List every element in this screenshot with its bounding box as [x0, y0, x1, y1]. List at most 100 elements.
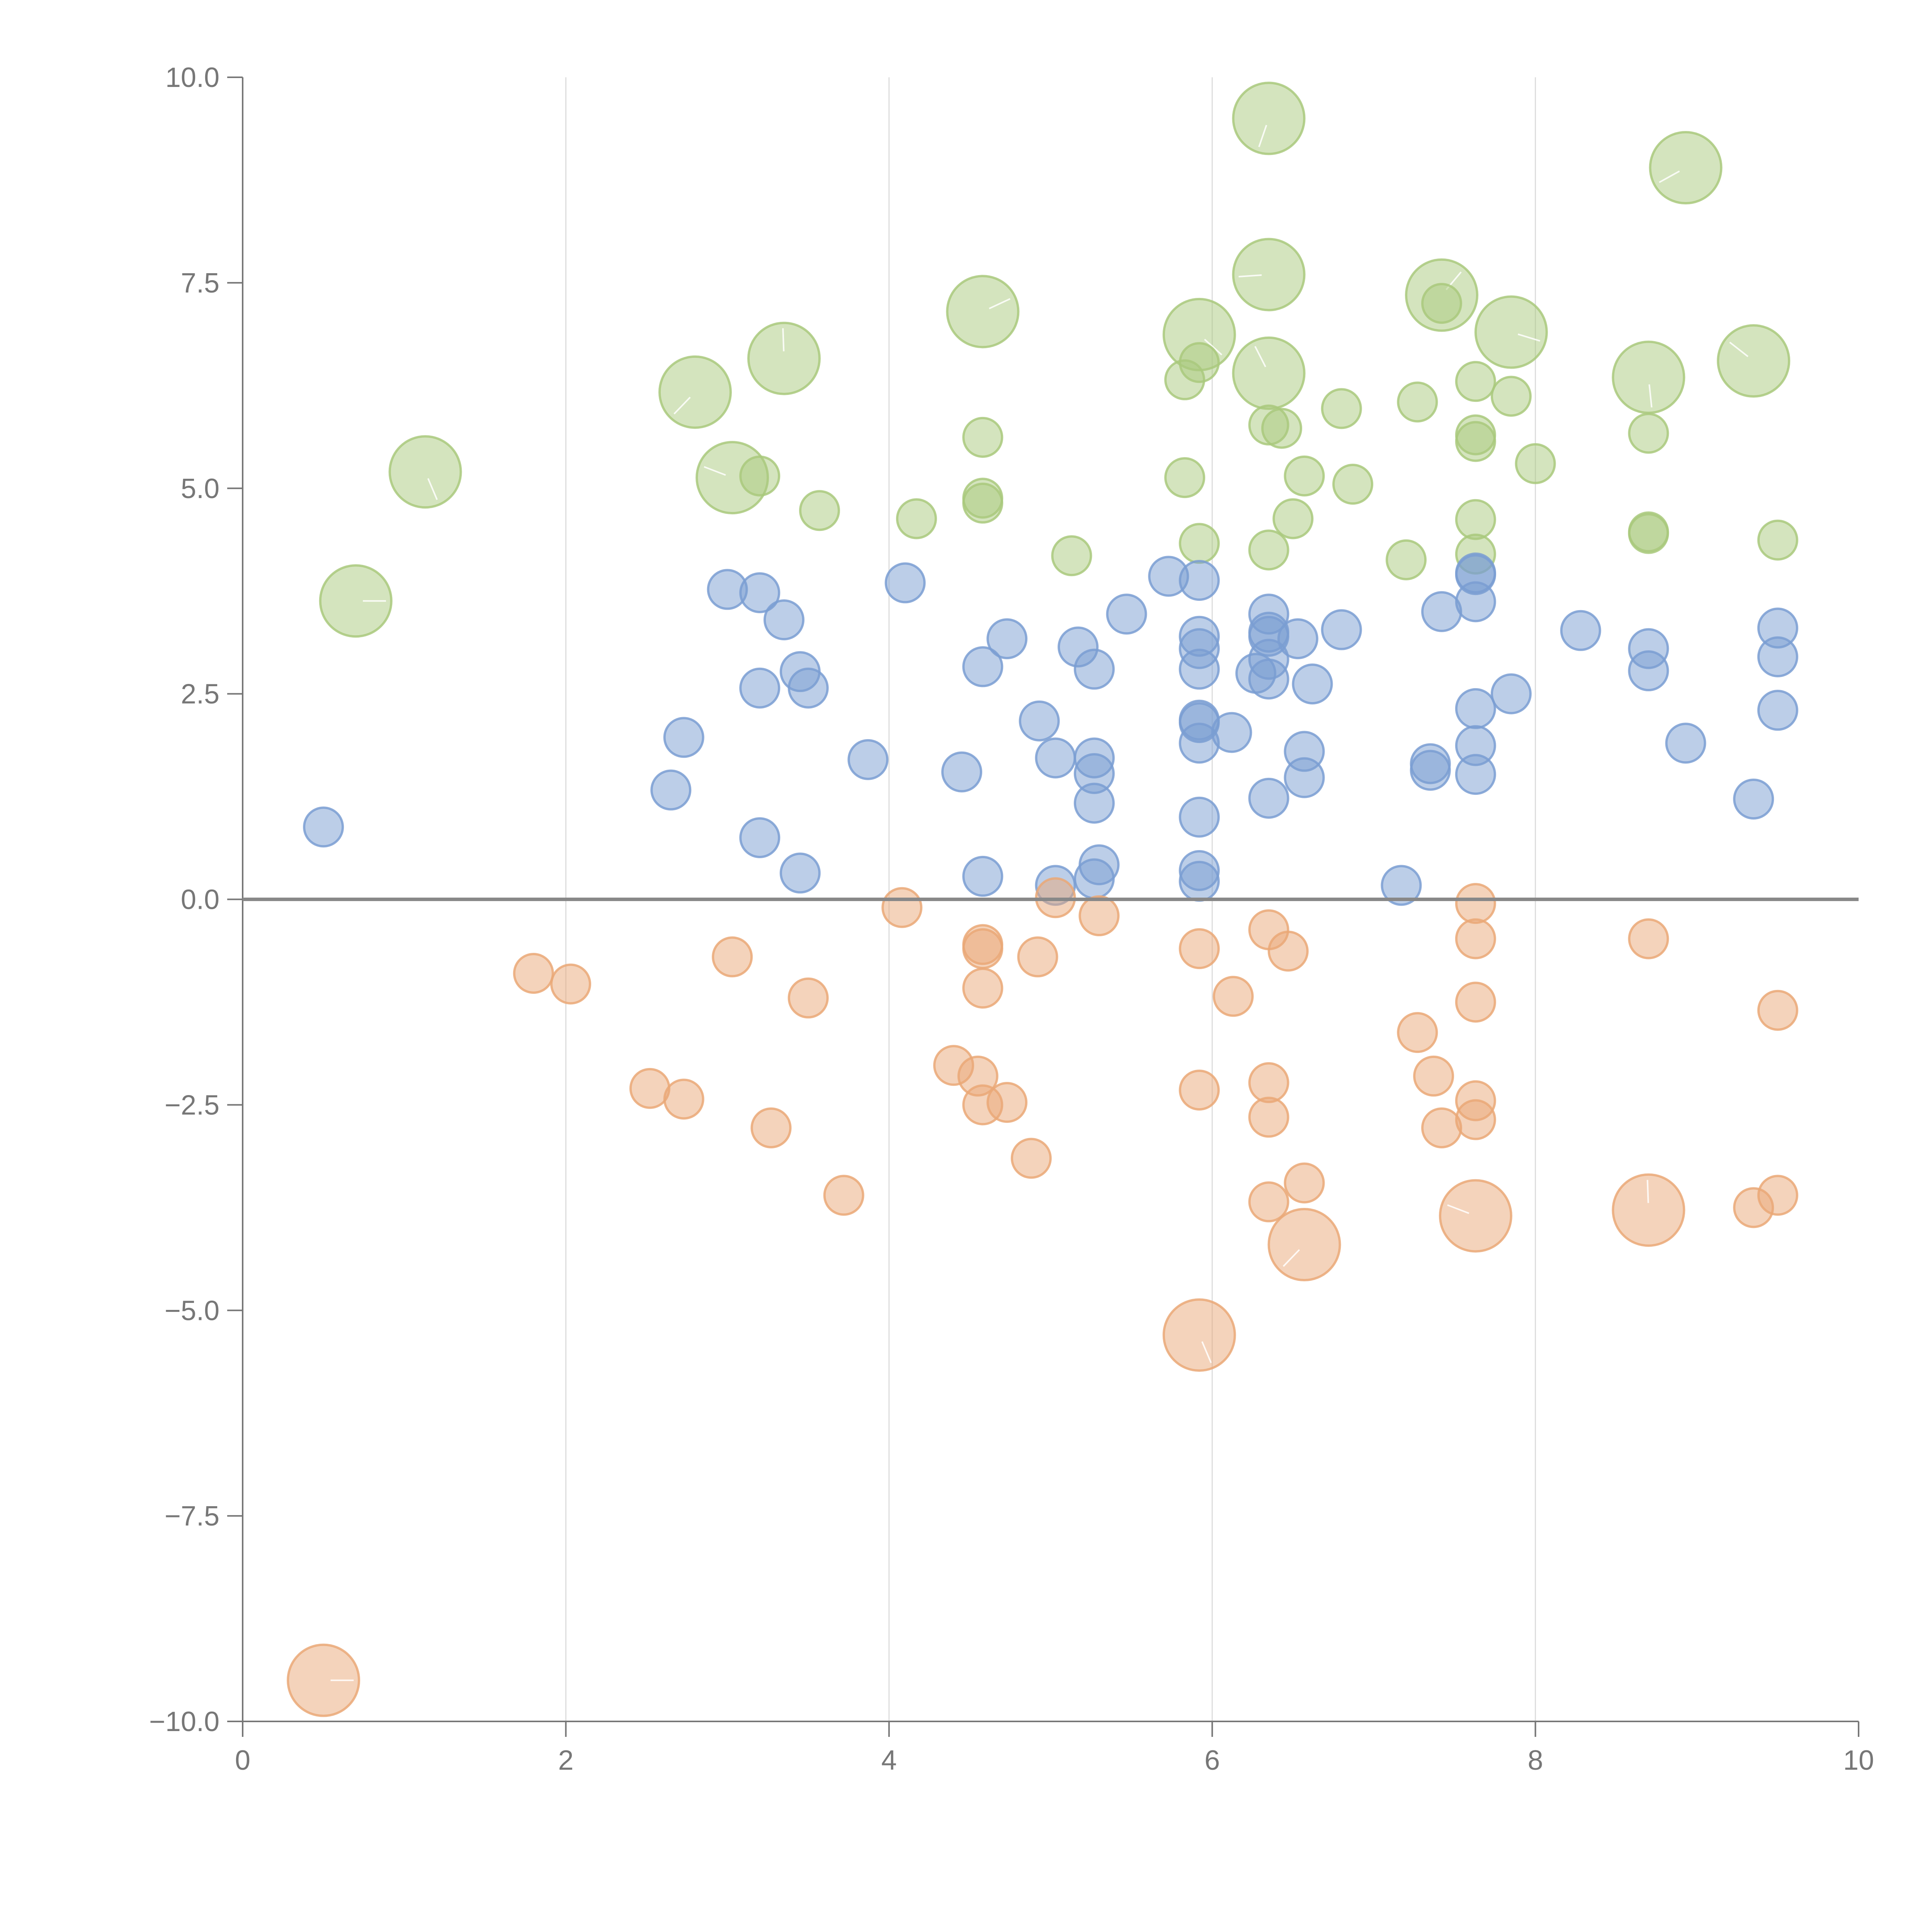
x-tick-label: 6 — [1204, 1745, 1220, 1776]
bubble-high — [1628, 413, 1669, 454]
bubble-mid — [1179, 861, 1220, 902]
bubble-highlight — [704, 466, 726, 476]
bubble-high — [1261, 408, 1303, 449]
x-tick-label: 0 — [235, 1745, 250, 1776]
y-tick-label: −10.0 — [149, 1706, 219, 1737]
bubble-highlight — [1238, 274, 1262, 278]
bubble-high — [1272, 498, 1314, 539]
bubble-mid — [663, 717, 704, 758]
y-tick-label: 10.0 — [165, 62, 219, 93]
bubble-high — [799, 490, 840, 531]
bubble-mid — [1179, 796, 1220, 838]
bubble-mid — [787, 667, 829, 709]
bubble-highlight — [1254, 346, 1266, 367]
y-tick-label: 7.5 — [181, 268, 219, 299]
bubble-mid — [1455, 754, 1496, 795]
bubble-high — [1232, 82, 1306, 155]
bubble-low — [787, 977, 829, 1019]
bubble-high — [658, 355, 732, 429]
bubble-low — [823, 1175, 864, 1216]
bubble-low — [1017, 936, 1058, 978]
x-tick-label: 10 — [1843, 1745, 1874, 1776]
bubble-high — [1628, 513, 1669, 554]
bubble-low — [750, 1107, 792, 1148]
bubble-low — [1010, 1138, 1052, 1179]
x-tick-label: 4 — [881, 1745, 897, 1776]
bubble-low — [629, 1068, 670, 1109]
bubble-low — [1213, 976, 1254, 1017]
bubble-mid — [1078, 844, 1120, 886]
bubble-high — [1232, 238, 1306, 311]
bubble-low — [1628, 918, 1669, 959]
bubble-low — [663, 1078, 704, 1120]
bubble-high — [1164, 457, 1206, 498]
bubble-mid — [1211, 712, 1252, 753]
bubble-mid — [1292, 663, 1333, 705]
bubble-mid — [1628, 650, 1669, 692]
bubble-high — [388, 435, 462, 509]
bubble-low — [1455, 883, 1496, 924]
bubble-mid — [1490, 673, 1532, 714]
bubble-low — [1455, 981, 1496, 1023]
bubble-mid — [847, 739, 889, 780]
bubble-low — [1439, 1179, 1512, 1253]
y-tick-label: 0.0 — [181, 884, 219, 915]
bubble-low — [1413, 1055, 1454, 1097]
bubble-high — [1515, 443, 1556, 484]
bubble-low — [1248, 1062, 1289, 1103]
bubble-mid — [986, 618, 1028, 660]
bubble-low — [1397, 1012, 1438, 1053]
bubble-mid — [1455, 688, 1496, 729]
y-tick-label: 2.5 — [181, 679, 219, 710]
bubble-low — [1612, 1173, 1685, 1247]
bubble-low — [513, 952, 554, 994]
bubble-highlight — [1204, 338, 1223, 355]
bubble-mid — [1321, 609, 1362, 650]
bubble-mid — [1073, 648, 1115, 690]
bubble-mid — [962, 646, 1003, 687]
bubble-high — [319, 564, 393, 638]
bubble-mid — [962, 855, 1003, 897]
bubble-high — [1455, 421, 1496, 462]
bubble-mid — [1019, 700, 1060, 742]
bubble-mid — [1381, 865, 1422, 906]
bubble-high — [1051, 535, 1092, 577]
bubble-high — [1649, 131, 1723, 205]
bubble-highlight — [673, 396, 691, 415]
bubble-high — [1474, 295, 1548, 369]
y-tick-label: −2.5 — [165, 1090, 219, 1121]
bubble-mid — [779, 852, 821, 894]
bubble-high — [1397, 381, 1438, 423]
bubble-low — [1248, 1097, 1289, 1138]
bubble-high — [747, 321, 821, 395]
bubble-low — [712, 936, 753, 978]
bubble-low — [1455, 918, 1496, 959]
bubble-high — [962, 417, 1003, 458]
bubble-mid — [1284, 757, 1325, 798]
bubble-high — [1612, 340, 1685, 414]
bubble-mid — [1277, 618, 1318, 660]
bubble-high — [1490, 376, 1532, 417]
bubble-mid — [1073, 782, 1115, 824]
bubble-mid — [739, 572, 781, 613]
bubble-mid — [1106, 594, 1147, 635]
y-tick-label: 5.0 — [181, 473, 219, 504]
bubble-high — [1455, 499, 1496, 540]
bubble-low — [1757, 990, 1798, 1031]
bubble-high — [896, 498, 937, 539]
bubble-mid — [1179, 560, 1220, 601]
tick-labels: −10.0 −7.5 −5.0 −2.5 0.0 2.5 5.0 7.5 10.0 0 2 4 6 8 10 — [149, 62, 1874, 1776]
bubble-low — [962, 968, 1003, 1009]
bubble-high — [1757, 519, 1798, 561]
bubble-highlight — [1201, 1341, 1212, 1363]
bubble-high — [739, 455, 781, 497]
bubble-mid — [1560, 610, 1601, 651]
bubble-mid — [303, 806, 344, 848]
bubble-low — [1267, 1208, 1341, 1282]
bubble-high — [946, 275, 1020, 349]
bubble-mid — [884, 562, 926, 604]
bubble-high — [1332, 464, 1374, 505]
bubble-high — [1386, 539, 1427, 580]
bubble-low — [287, 1643, 361, 1717]
